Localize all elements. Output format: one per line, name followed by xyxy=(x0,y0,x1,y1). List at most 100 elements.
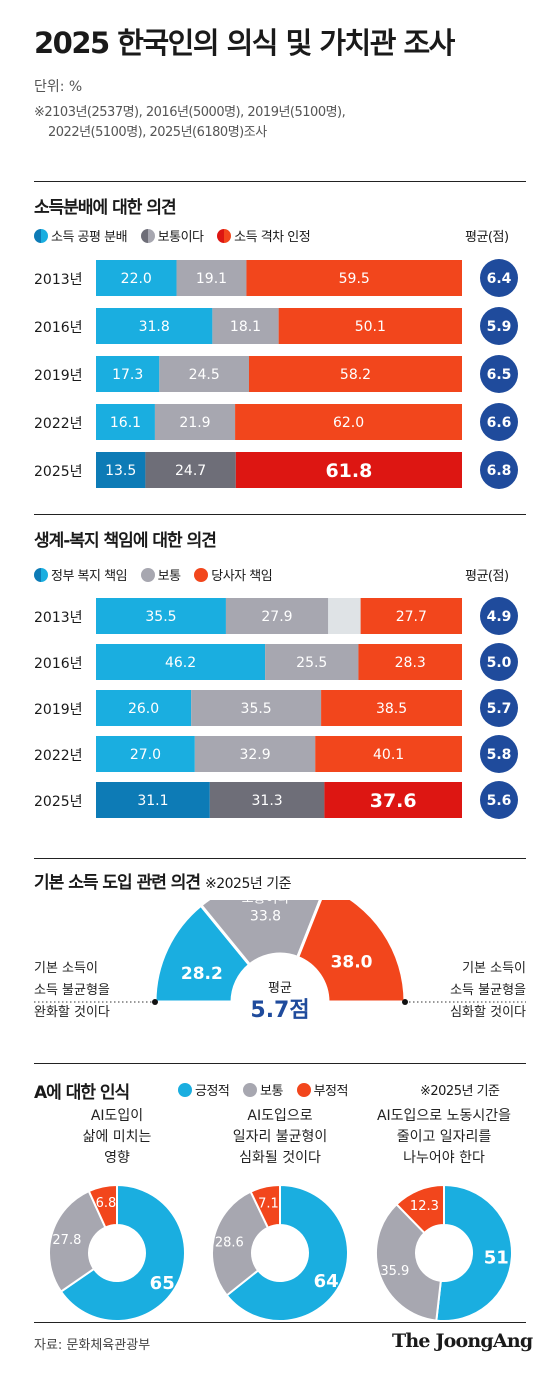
bar-value-label: 35.5 xyxy=(145,609,176,625)
sample-note-line-2: 2022년(5100명), 2025년(6180명)조사 xyxy=(48,125,267,140)
section2-legend: 정부 복지 책임 보통 당사자 책임 xyxy=(34,565,282,584)
average-badge xyxy=(480,597,518,635)
average-badge xyxy=(480,781,518,819)
average-value-label: 5.8 xyxy=(487,747,512,763)
footer-divider xyxy=(34,1322,526,1323)
donut-slice xyxy=(48,1189,107,1293)
legend-item-gap: 소득 격차 인정 xyxy=(217,229,311,245)
bar-segment xyxy=(145,452,236,488)
donut-value-label: 28.6 xyxy=(215,1235,244,1250)
bar-segment xyxy=(96,452,146,488)
legend-label: 보통 xyxy=(260,1084,283,1099)
legend-dot-icon xyxy=(140,568,155,582)
bar-value-label: 61.8 xyxy=(325,460,372,482)
bar-value-label: 26.0 xyxy=(128,701,159,717)
brand-logo: The JoongAng xyxy=(392,1330,533,1352)
bar-segment xyxy=(265,644,359,680)
year-label: 2019년 xyxy=(34,368,83,384)
section1-title: 소득분배에 대한 의견 xyxy=(34,198,177,218)
bar-value-label: 31.3 xyxy=(252,793,283,809)
bar-segment xyxy=(154,404,236,440)
section3-title-text: 기본 소득 도입 관련 의견 xyxy=(34,873,201,893)
legend-item-government: 정부 복지 책임 xyxy=(34,568,128,584)
bar-value-label: 17.3 xyxy=(112,367,143,383)
section1-legend: 소득 공평 분배 보통이다 소득 격차 인정 xyxy=(34,226,320,245)
donut-title-line: 줄이고 일자리를 xyxy=(397,1129,492,1145)
year-label: 2013년 xyxy=(34,610,83,626)
donut-slice xyxy=(87,1183,118,1229)
unit-note: 단위: % xyxy=(34,79,83,95)
bar-value-label: 59.5 xyxy=(339,271,370,287)
donut-slice xyxy=(395,1183,445,1235)
half-donut-slice xyxy=(295,900,407,1004)
section1-stacked-bar-chart: 2013년 22.0 19.1 59.5 6.4 2016년 31.8 18.1 50.1 5.9… xyxy=(34,259,518,489)
section1-average-header: 평균(점) xyxy=(465,230,509,245)
average-badge xyxy=(480,735,518,773)
bar-value-label: 50.1 xyxy=(355,319,386,335)
donut-title-line: 심화될 것이다 xyxy=(239,1150,321,1166)
bar-segment xyxy=(96,308,213,344)
average-badge xyxy=(480,355,518,393)
legend-dot-icon xyxy=(34,229,48,243)
average-value-label: 5.9 xyxy=(487,319,512,335)
basic-income-right-label: 기본 소득이 소득 불균형을 심화할 것이다 xyxy=(450,958,526,1024)
year-label: 2022년 xyxy=(34,748,83,764)
legend-label: 소득 공평 분배 xyxy=(51,230,128,245)
bar-segment xyxy=(159,356,249,392)
bar-segment xyxy=(96,598,226,634)
page-title: 2025 한국인의 의식 및 가치관 조사 xyxy=(34,26,455,60)
legend-dot-icon xyxy=(217,229,232,243)
legend-item-fair: 소득 공평 분배 xyxy=(34,229,128,245)
donut-value-label: 27.8 xyxy=(52,1233,81,1248)
bar-segment xyxy=(96,404,155,440)
year-label: 2019년 xyxy=(34,702,83,718)
bar-value-label: 35.5 xyxy=(241,701,272,717)
donut-title-line: 삶에 미치는 xyxy=(83,1129,152,1145)
bar-segment xyxy=(360,598,462,634)
legend-item-normal: 보통 xyxy=(140,568,181,584)
bar-value-label: 19.1 xyxy=(196,271,227,287)
bar-value-label: 38.5 xyxy=(376,701,407,717)
donut-slice xyxy=(375,1202,442,1322)
half-donut-slice xyxy=(198,900,322,967)
bar-value-label: 13.5 xyxy=(105,463,136,479)
legend-dot-icon xyxy=(140,229,155,243)
bar-segment xyxy=(209,782,325,818)
bar-value-label: 18.1 xyxy=(230,319,261,335)
legend-label: 소득 격차 인정 xyxy=(234,230,311,245)
right-label-line: 심화할 것이다 xyxy=(450,1005,526,1020)
half-donut-value-label: 28.2 xyxy=(181,964,223,984)
half-donut-category-label: 보통이다 xyxy=(242,900,290,907)
legend-item-normal: 보통이다 xyxy=(140,229,204,245)
section4-legend: 긍정적 보통 부정적 xyxy=(178,1080,358,1099)
bar-segment xyxy=(315,736,462,772)
basic-income-half-donut: 28.2 보통이다 33.8 38.0 평균 5.7점 xyxy=(34,900,526,1023)
bar-value-label: 37.6 xyxy=(370,790,417,812)
legend-item-positive: 긍정적 xyxy=(178,1083,230,1099)
bar-segment xyxy=(212,308,279,344)
donut-value-label: 64.3 xyxy=(314,1271,358,1292)
section4-title-note: ※2025년 기준 xyxy=(420,1084,500,1099)
section2-average-header: 평균(점) xyxy=(465,569,509,584)
bar-segment xyxy=(191,690,322,726)
legend-item-negative: 부정적 xyxy=(296,1083,348,1099)
left-label-line: 기본 소득이 xyxy=(34,961,98,976)
bar-value-label: 22.0 xyxy=(121,271,152,287)
donut-title-line: 나누어야 한다 xyxy=(403,1150,485,1166)
bar-segment xyxy=(96,356,160,392)
donut-value-label: 12.3 xyxy=(410,1199,439,1214)
donut-value-label: 7.1 xyxy=(258,1196,279,1211)
average-value-label: 5.6 xyxy=(487,793,512,809)
average-badge xyxy=(480,451,518,489)
bar-segment xyxy=(246,260,462,296)
bar-segment xyxy=(235,452,462,488)
donut-title-line: AI도입으로 노동시간을 xyxy=(377,1108,511,1124)
year-label: 2013년 xyxy=(34,272,83,288)
average-badge xyxy=(480,259,518,297)
year-label: 2025년 xyxy=(34,464,83,480)
bar-segment xyxy=(96,736,195,772)
leader-dot-right xyxy=(402,999,408,1005)
average-value-label: 5.7 xyxy=(487,701,512,717)
donut-value-label: 6.8 xyxy=(96,1196,117,1211)
